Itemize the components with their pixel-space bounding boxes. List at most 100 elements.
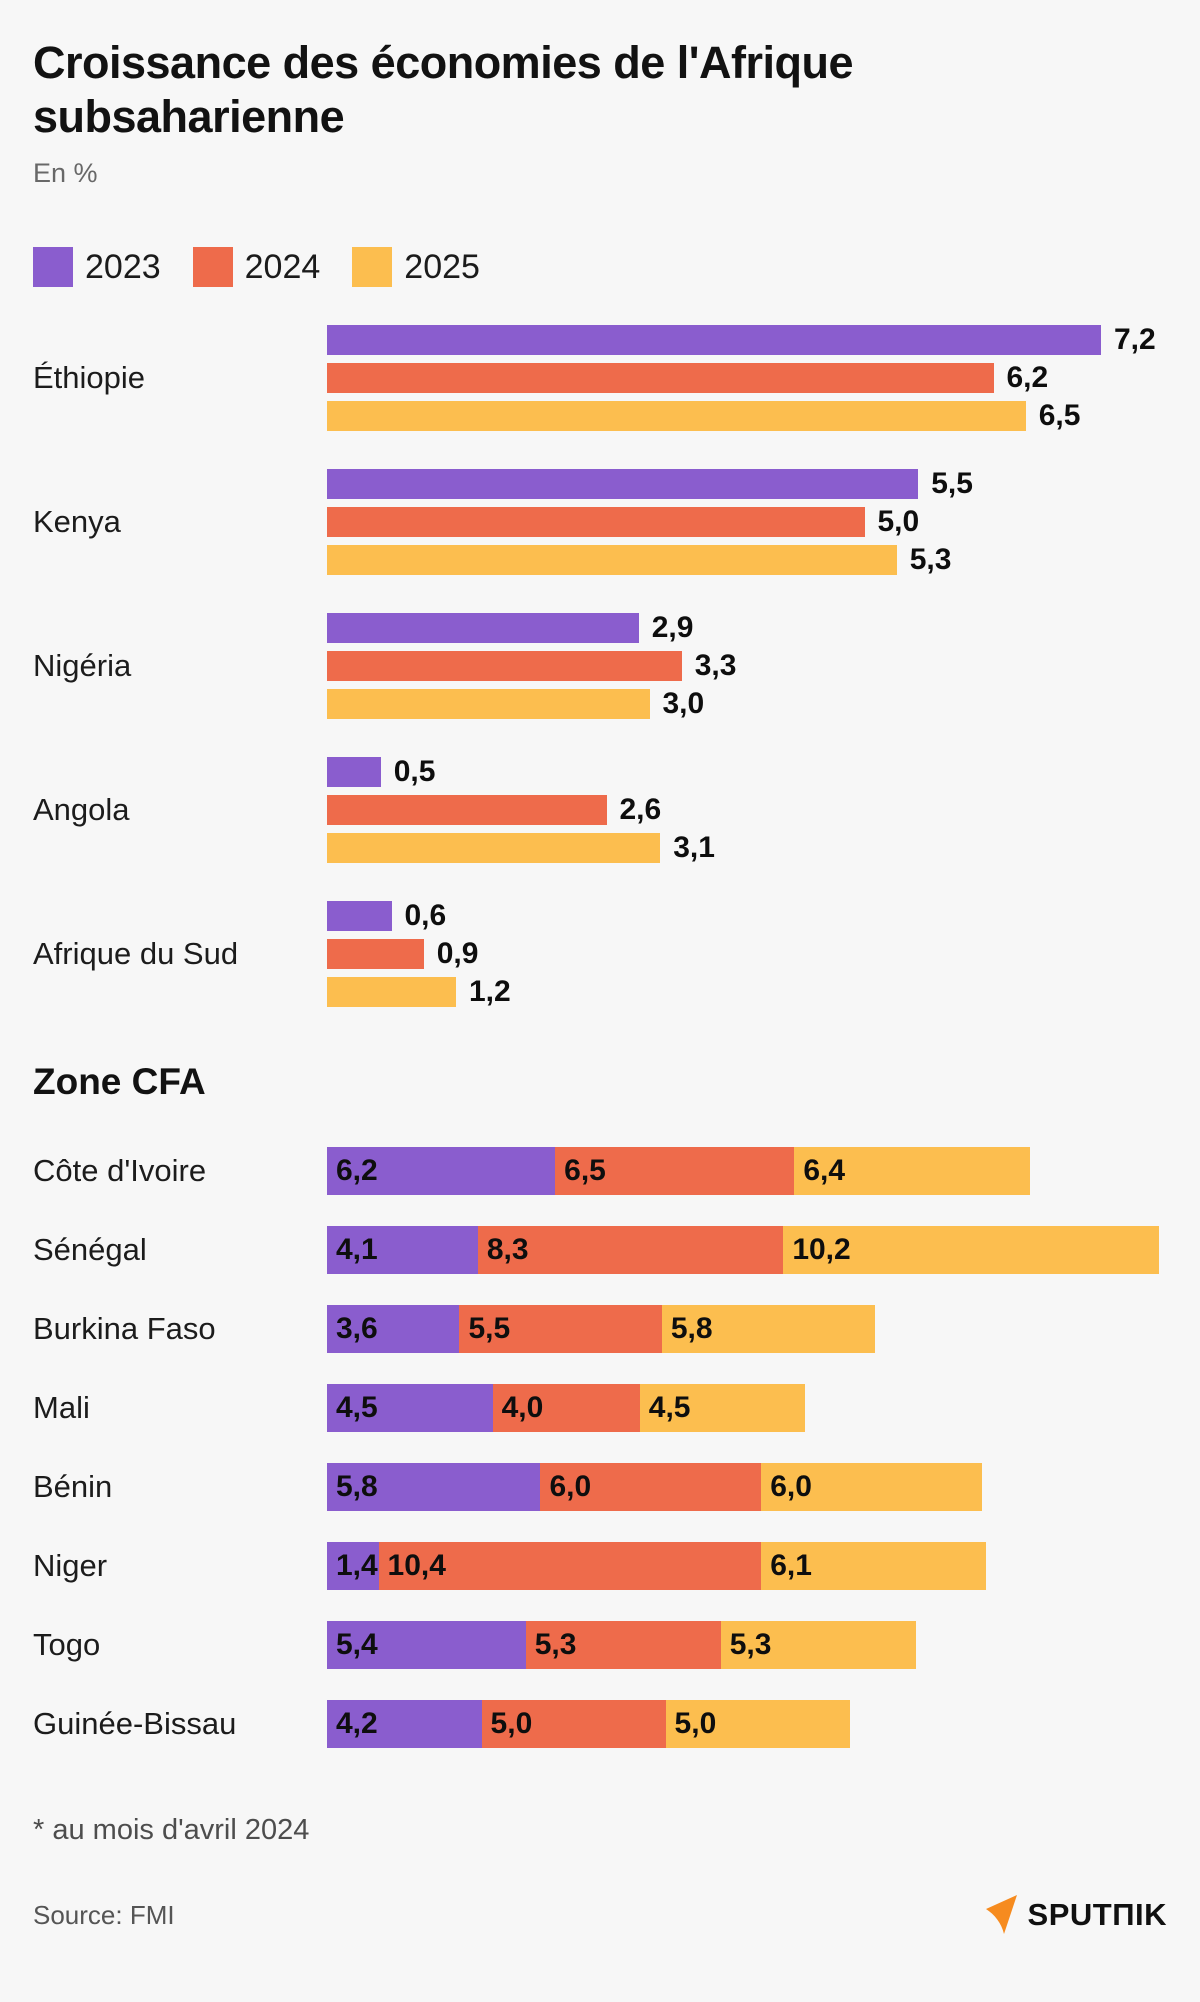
bar-value-label: 6,2	[1006, 361, 1049, 394]
category-label: Bénin	[33, 1469, 113, 1504]
stacked-bar: 5,4 5,3 5,3	[327, 1621, 916, 1669]
bar-segment: 6,2	[327, 1147, 556, 1195]
bar	[327, 363, 994, 393]
legend-swatch	[352, 247, 393, 287]
bar-value-label: 1,2	[469, 975, 511, 1008]
bar-segment: 1,4	[327, 1542, 379, 1590]
bar-value-label: 5,5	[931, 467, 973, 500]
sputnik-logo: SPUTПIK	[985, 1895, 1167, 1935]
stacked-bar-row: Niger 1,4 10,4 6,1	[33, 1542, 1167, 1590]
bar-group: Nigéria 2,9 3,3 3,0	[33, 611, 1167, 720]
bar	[327, 977, 456, 1007]
bar-row: 6,2	[327, 361, 1167, 394]
bar-segment: 6,4	[794, 1147, 1030, 1195]
bar	[327, 507, 865, 537]
bar-segment: 4,2	[327, 1700, 482, 1748]
category-label: Mali	[33, 1390, 90, 1425]
legend-item: 2024	[192, 247, 320, 287]
stacked-bar: 3,6 5,5 5,8	[327, 1305, 876, 1353]
bar-row: 3,1	[327, 831, 1167, 864]
unit-subtitle: En %	[33, 158, 98, 188]
footer: Source: FMI SPUTПIK	[33, 1895, 1167, 1935]
bar	[327, 325, 1101, 355]
bar-segment: 5,5	[459, 1305, 662, 1353]
stacked-bar: 6,2 6,5 6,4	[327, 1147, 1030, 1195]
bar-set: 0,6 0,9 1,2	[327, 899, 1167, 1008]
sputnik-logo-text: SPUTПIK	[1027, 1897, 1167, 1932]
bar-segment: 5,3	[720, 1621, 916, 1669]
bar	[327, 651, 682, 681]
bar	[327, 689, 650, 719]
bar-value-label: 3,3	[694, 649, 737, 682]
bar-segment: 5,4	[327, 1621, 526, 1669]
bar-row: 7,2	[327, 323, 1167, 356]
category-label: Afrique du Sud	[33, 936, 239, 971]
bar-set: 2,9 3,3 3,0	[327, 611, 1167, 720]
stacked-bar-row: Togo 5,4 5,3 5,3	[33, 1621, 1167, 1669]
bar-row: 2,9	[327, 611, 1167, 644]
bar-set: 5,5 5,0 5,3	[327, 467, 1167, 576]
bar	[327, 795, 607, 825]
category-label: Guinée-Bissau	[33, 1706, 237, 1741]
bar-segment: 10,4	[378, 1542, 762, 1590]
stacked-bar-row: Guinée-Bissau 4,2 5,0 5,0	[33, 1700, 1167, 1748]
bar-row: 5,5	[327, 467, 1167, 500]
bar-segment: 8,3	[477, 1226, 784, 1274]
bar-row: 5,0	[327, 505, 1167, 538]
bar-segment: 10,2	[783, 1226, 1159, 1274]
bar-row: 0,6	[327, 899, 1167, 932]
legend: 2023 2024 2025	[33, 247, 1167, 287]
bar	[327, 613, 639, 643]
page-title: Croissance des économies de l'Afrique su…	[33, 37, 853, 142]
bar-segment: 4,5	[639, 1384, 806, 1432]
bar-segment: 5,3	[525, 1621, 721, 1669]
bar	[327, 757, 381, 787]
bar-value-label: 3,0	[662, 687, 705, 720]
legend-label: 2025	[404, 247, 480, 286]
infographic: Croissance des économies de l'Afrique su…	[0, 36, 1200, 1935]
bar-value-label: 5,3	[909, 543, 952, 576]
bar-row: 1,2	[327, 975, 1167, 1008]
source-text: Source: FMI	[33, 1899, 175, 1930]
stacked-bar: 5,8 6,0 6,0	[327, 1463, 983, 1511]
category-label: Éthiopie	[33, 360, 146, 395]
bar-value-label: 5,0	[877, 505, 920, 538]
bar	[327, 901, 392, 931]
stacked-bar: 4,5 4,0 4,5	[327, 1384, 806, 1432]
legend-label: 2023	[85, 247, 161, 286]
bar-segment: 6,0	[540, 1463, 762, 1511]
bar	[327, 401, 1026, 431]
bar-segment: 4,0	[492, 1384, 640, 1432]
bar	[327, 833, 661, 863]
category-label: Sénégal	[33, 1232, 147, 1267]
bar-value-label: 0,9	[436, 937, 479, 970]
legend-swatch	[192, 247, 233, 287]
bar-segment: 6,1	[761, 1542, 986, 1590]
stacked-bar-row: Sénégal 4,1 8,3 10,2	[33, 1226, 1167, 1274]
stacked-bar-row: Mali 4,5 4,0 4,5	[33, 1384, 1167, 1432]
bar-row: 0,5	[327, 755, 1167, 788]
bar	[327, 939, 424, 969]
legend-item: 2025	[352, 247, 480, 287]
bar-row: 3,0	[327, 687, 1167, 720]
grouped-bar-chart: Éthiopie 7,2 6,2 6,5 Kenya 5,5 5,0 5,3 Nigéria 2,…	[33, 323, 1167, 1008]
bar-segment: 5,8	[327, 1463, 541, 1511]
stacked-bar-row: Côte d'Ivoire 6,2 6,5 6,4	[33, 1147, 1167, 1195]
footnote: * au mois d'avril 2024	[33, 1814, 310, 1846]
bar-segment: 5,0	[665, 1700, 850, 1748]
bar	[327, 545, 897, 575]
bar-group: Angola 0,5 2,6 3,1	[33, 755, 1167, 864]
category-label: Angola	[33, 792, 130, 827]
bar-row: 0,9	[327, 937, 1167, 970]
section-title-zone-cfa: Zone CFA	[33, 1061, 206, 1102]
stacked-bar: 4,1 8,3 10,2	[327, 1226, 1159, 1274]
stacked-bar: 4,2 5,0 5,0	[327, 1700, 850, 1748]
stacked-bar-chart: Côte d'Ivoire 6,2 6,5 6,4 Sénégal 4,1 8,3 10,2 B…	[33, 1147, 1167, 1748]
bar-segment: 6,5	[555, 1147, 795, 1195]
bar-row: 6,5	[327, 399, 1167, 432]
legend-swatch	[33, 247, 73, 287]
bar-segment: 6,0	[761, 1463, 983, 1511]
bar-value-label: 2,9	[651, 611, 694, 644]
bar-segment: 4,5	[327, 1384, 493, 1432]
bar-group: Éthiopie 7,2 6,2 6,5	[33, 323, 1167, 432]
